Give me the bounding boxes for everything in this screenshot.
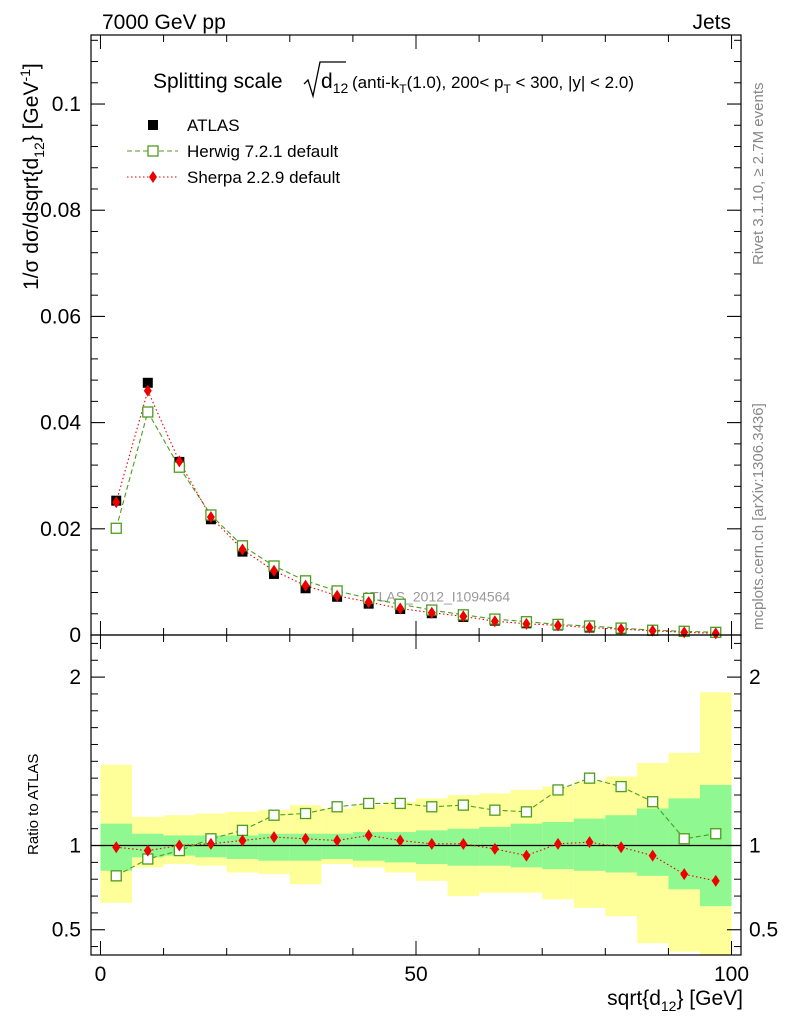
ratio-herwig-point bbox=[678, 833, 690, 845]
sherpa-point bbox=[270, 564, 279, 577]
y-tick-label: 0.08 bbox=[40, 199, 81, 222]
sherpa-point bbox=[364, 596, 373, 609]
sherpa-point bbox=[585, 621, 594, 634]
sherpa-line bbox=[115, 389, 716, 634]
chart-title-details: (anti-kT(1.0), 200< pT < 300, |y| < 2.0) bbox=[352, 73, 634, 96]
ratio-sherpa-point bbox=[617, 841, 626, 854]
sherpa-point bbox=[617, 623, 626, 636]
sherpa-point bbox=[112, 496, 121, 509]
ratio-sherpa-point bbox=[396, 834, 405, 847]
ratio-herwig-point bbox=[552, 784, 564, 796]
ratio-herwig-point bbox=[331, 801, 343, 813]
sherpa-point bbox=[175, 455, 184, 468]
sherpa-point bbox=[459, 610, 468, 623]
herwig-point bbox=[110, 522, 122, 534]
ratio-sherpa-point bbox=[175, 839, 184, 852]
ratio-y-tick-label-right: 0.5 bbox=[749, 919, 778, 942]
ratio-herwig-point bbox=[457, 799, 469, 811]
ratio-sherpa-point bbox=[206, 837, 215, 850]
legend-marker-atlas bbox=[148, 120, 158, 130]
legend-label-atlas: ATLAS bbox=[187, 116, 240, 135]
legend-label-sherpa: Sherpa 2.2.9 default bbox=[187, 168, 340, 187]
ratio-herwig-point bbox=[363, 797, 375, 810]
ratio-y-axis-label: Ratio to ATLAS bbox=[25, 754, 42, 855]
ratio-y-tick-label: 2 bbox=[69, 666, 81, 689]
chart-title-sqrt: d12 bbox=[321, 70, 348, 96]
y-tick-label-zero: 0 bbox=[69, 624, 81, 647]
ratio-y-tick-label: 0.5 bbox=[52, 919, 81, 942]
ratio-herwig-point bbox=[110, 870, 122, 882]
sherpa-point bbox=[396, 602, 405, 615]
legend-label-herwig: Herwig 7.2.1 default bbox=[187, 142, 338, 161]
x-tick-label: 100 bbox=[714, 963, 749, 986]
ratio-sherpa-point bbox=[490, 842, 499, 855]
ratio-sherpa-point bbox=[143, 844, 152, 857]
ratio-herwig-point bbox=[710, 828, 722, 840]
inner-uncertainty-band bbox=[636, 808, 669, 876]
ratio-sherpa-point bbox=[459, 837, 468, 850]
y-tick-label: 0.06 bbox=[40, 305, 81, 328]
sherpa-point bbox=[206, 511, 215, 524]
ratio-sherpa-point bbox=[364, 829, 373, 842]
inner-uncertainty-band bbox=[226, 835, 259, 859]
ratio-sherpa-point bbox=[333, 834, 342, 847]
sherpa-point bbox=[711, 627, 720, 640]
sherpa-point bbox=[553, 619, 562, 632]
ratio-herwig-point bbox=[299, 807, 312, 820]
x-tick-label: 50 bbox=[404, 963, 427, 986]
rivet-label: Rivet 3.1.10, ≥ 2.7M events bbox=[750, 83, 767, 266]
ratio-y-tick-label-right: 1 bbox=[749, 835, 761, 858]
ratio-sherpa-point bbox=[112, 841, 121, 854]
legend-marker-herwig bbox=[147, 145, 159, 157]
mcplots-label: mcplots.cern.ch [arXiv:1306.3436] bbox=[750, 403, 767, 630]
sqrt-sign-icon bbox=[303, 61, 346, 99]
ratio-sherpa-point bbox=[680, 868, 689, 881]
sherpa-point bbox=[301, 579, 310, 592]
sherpa-point bbox=[427, 606, 436, 619]
ratio-sherpa-point bbox=[648, 849, 657, 862]
ratio-herwig-point bbox=[426, 801, 438, 813]
sherpa-point bbox=[648, 624, 657, 637]
ratio-herwig-point bbox=[268, 809, 280, 821]
x-axis-label: sqrt{d12} [GeV] bbox=[607, 987, 743, 1014]
ratio-sherpa-point bbox=[522, 849, 531, 862]
sherpa-point bbox=[238, 543, 247, 556]
ratio-herwig-point bbox=[236, 824, 249, 837]
chart-title: Splitting scale bbox=[153, 70, 283, 93]
watermark: ATLAS_2012_I1094564 bbox=[362, 589, 511, 605]
main-y-axis-label: 1/σ dσ/dsqrt{d12} [GeV-1] bbox=[17, 63, 47, 290]
y-tick-label: 0.02 bbox=[40, 518, 81, 541]
sherpa-point bbox=[490, 615, 499, 628]
ratio-sherpa-point bbox=[711, 874, 720, 887]
ratio-herwig-point bbox=[394, 797, 406, 810]
atlas-point bbox=[142, 377, 153, 388]
ratio-sherpa-point bbox=[301, 832, 310, 845]
herwig-point bbox=[142, 406, 154, 418]
legend-marker-sherpa bbox=[149, 171, 157, 183]
ratio-herwig-point bbox=[647, 796, 659, 808]
ratio-sherpa-point bbox=[427, 837, 436, 850]
y-tick-label: 0.04 bbox=[40, 412, 81, 435]
ratio-y-tick-label: 1 bbox=[69, 835, 81, 858]
ratio-sherpa-point bbox=[585, 836, 594, 849]
ratio-herwig-point bbox=[489, 804, 501, 816]
sherpa-point bbox=[333, 589, 342, 602]
sherpa-point bbox=[522, 617, 531, 630]
ratio-sherpa-point bbox=[270, 831, 279, 844]
ratio-sherpa-point bbox=[553, 837, 562, 850]
y-tick-label: 0.1 bbox=[52, 93, 81, 116]
header-left: 7000 GeV pp bbox=[102, 11, 226, 34]
header-right: Jets bbox=[692, 11, 731, 34]
ratio-herwig-point bbox=[583, 772, 596, 784]
ratio-sherpa-point bbox=[238, 834, 247, 847]
ratio-herwig-point bbox=[615, 780, 627, 793]
sherpa-point bbox=[143, 384, 152, 397]
x-tick-label: 0 bbox=[95, 963, 107, 986]
ratio-herwig-point bbox=[520, 806, 533, 818]
ratio-y-tick-label-right: 2 bbox=[749, 666, 761, 689]
